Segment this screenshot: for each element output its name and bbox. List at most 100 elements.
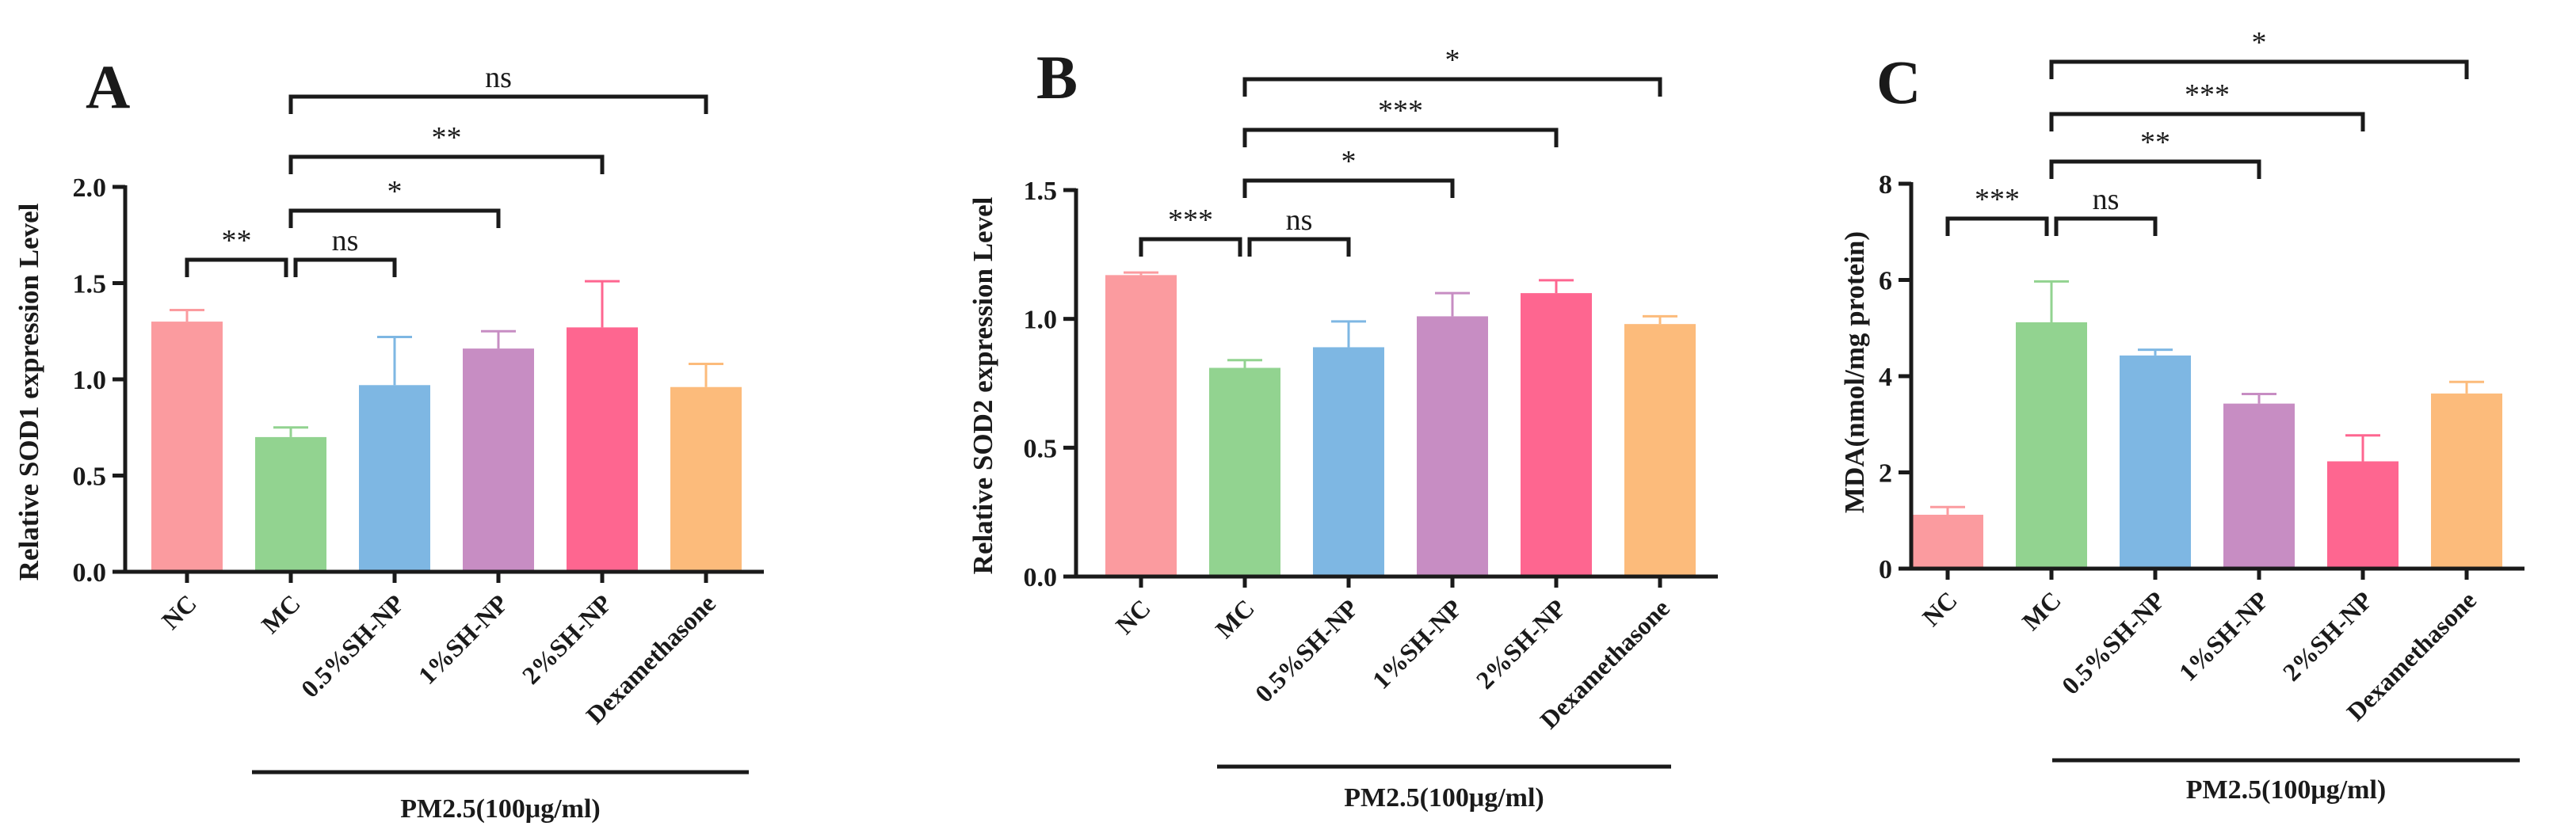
significance-bracket	[2049, 159, 2261, 179]
significance-label: *	[387, 175, 403, 208]
significance-label: ***	[1975, 183, 2020, 216]
bar	[670, 386, 742, 572]
significance-label: **	[2140, 126, 2170, 159]
bars	[1105, 275, 1696, 577]
significance-bracket	[185, 257, 288, 277]
panel-a: A Relative SOD1 expression Level ** ns***…	[13, 52, 764, 824]
x-tick-label: 0.5%SH-NP	[1250, 593, 1364, 707]
error-bars	[1930, 280, 2484, 515]
y-tick-label: 6	[1879, 267, 1892, 296]
x-tick-label: 2%SH-NP	[1471, 593, 1571, 694]
y-ticks: 0.0 0.5 1.0 1.5	[1024, 177, 1076, 592]
panel-letter-c: C	[1876, 48, 1921, 116]
x-tick-label: MC	[2017, 585, 2067, 635]
significance-label: *	[1341, 145, 1357, 178]
panel-c: C MDA(nmol/mg protein) *** ns****** 02468…	[1839, 26, 2524, 805]
panel-letter-a: A	[86, 52, 130, 121]
y-tick-label: 2.0	[73, 173, 107, 203]
y-tick-label: 0.0	[73, 558, 107, 588]
y-tick-label: 2	[1879, 459, 1892, 489]
significance-label: *	[1445, 44, 1460, 77]
significance-bracket	[288, 94, 708, 114]
y-axis-label: Relative SOD1 expression Level	[13, 203, 44, 580]
bars	[151, 322, 742, 572]
x-tick-label: 1%SH-NP	[413, 588, 513, 689]
significance-label: ***	[2185, 78, 2230, 112]
significance-bracket	[293, 257, 397, 277]
significance-bracket	[1242, 178, 1455, 198]
x-tick-label: 0.5%SH-NP	[2056, 585, 2170, 699]
y-tick-label: 0.0	[1024, 563, 1058, 592]
y-tick-label: 1.0	[73, 366, 107, 395]
significance-label: **	[432, 121, 462, 154]
significance-bracket	[1242, 128, 1559, 147]
significance-label: ***	[1168, 204, 1213, 237]
bar	[151, 322, 223, 572]
significance-label: ns	[332, 224, 359, 257]
panel-letter-b: B	[1036, 43, 1078, 112]
bar	[2120, 355, 2191, 569]
significance-brackets: *** ns*****	[1139, 44, 1662, 257]
y-tick-label: 0.5	[1024, 434, 1058, 463]
significance-bracket	[2049, 112, 2365, 131]
y-axis-label: MDA(nmol/mg protein)	[1839, 231, 1870, 513]
y-ticks: 0.0 0.5 1.0 1.5 2.0	[73, 173, 125, 588]
error-bars	[170, 280, 723, 437]
bar	[1209, 367, 1280, 577]
bar	[1313, 347, 1384, 577]
x-tick-label: 1%SH-NP	[2173, 585, 2274, 686]
x-tick-label: 0.5%SH-NP	[296, 588, 410, 702]
x-tick-label: MC	[1210, 593, 1260, 643]
significance-bracket	[1242, 77, 1662, 97]
significance-bracket	[2054, 216, 2158, 236]
significance-label: ***	[1378, 94, 1423, 128]
significance-brackets: *** ns******	[1945, 26, 2469, 236]
significance-label: ns	[485, 61, 512, 94]
bar	[1105, 275, 1177, 577]
significance-bracket	[2049, 59, 2469, 79]
bar	[359, 385, 430, 572]
y-tick-label: 4	[1879, 363, 1892, 392]
significance-label: ns	[2093, 183, 2120, 216]
x-tick-label: 1%SH-NP	[1367, 593, 1467, 694]
group-label: PM2.5(100μg/ml)	[2186, 775, 2387, 805]
y-axis-label: Relative SOD2 expression Level	[967, 196, 998, 574]
y-tick-label: 0	[1879, 555, 1892, 584]
x-tick-label: NC	[156, 588, 202, 634]
bar	[2016, 322, 2087, 569]
error-bars	[1124, 271, 1677, 368]
significance-bracket	[1247, 237, 1351, 257]
y-tick-label: 1.5	[1024, 177, 1058, 206]
bar	[2327, 461, 2399, 569]
x-tick-label: NC	[1110, 593, 1156, 639]
x-tick-label: 2%SH-NP	[2277, 585, 2378, 686]
bar	[255, 436, 326, 572]
bar	[1624, 324, 1696, 577]
bars	[1912, 322, 2502, 569]
x-tick-label: 2%SH-NP	[517, 588, 617, 689]
y-ticks: 0 2 4 6 8	[1879, 170, 1911, 584]
bar	[1417, 316, 1488, 577]
y-tick-label: 1.5	[73, 270, 107, 299]
bar	[567, 327, 638, 572]
significance-bracket	[288, 154, 605, 174]
significance-label: ns	[1286, 204, 1313, 237]
significance-brackets: ** ns***ns	[185, 61, 708, 277]
bar	[2431, 393, 2502, 569]
y-tick-label: 1.0	[1024, 306, 1058, 335]
y-tick-label: 8	[1879, 170, 1892, 200]
x-tick-label: MC	[256, 588, 306, 638]
bar	[463, 348, 534, 572]
significance-label: **	[222, 224, 252, 257]
significance-bracket	[288, 208, 501, 228]
bar	[1912, 514, 1983, 569]
significance-label: *	[2252, 26, 2267, 59]
group-label: PM2.5(100μg/ml)	[1344, 783, 1544, 813]
group-label: PM2.5(100μg/ml)	[400, 794, 601, 824]
panel-b: B Relative SOD2 expression Level *** ns**…	[967, 43, 1718, 813]
bar	[2223, 403, 2295, 569]
